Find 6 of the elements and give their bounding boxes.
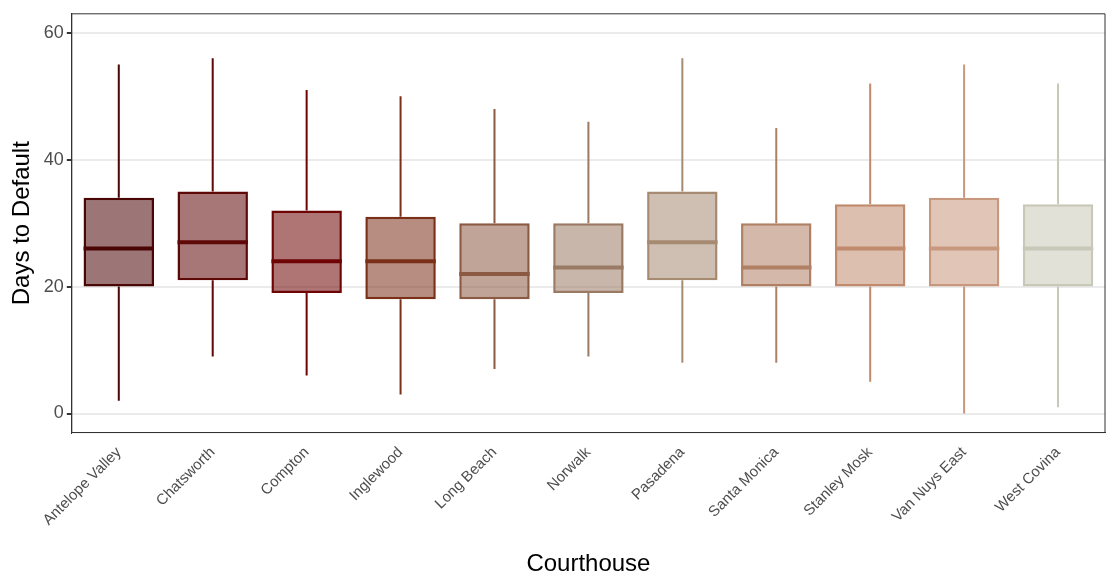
x-axis-title: Courthouse bbox=[526, 549, 651, 577]
y-tick-label: 20 bbox=[43, 275, 64, 296]
y-tick-label: 40 bbox=[43, 148, 64, 169]
y-axis-title: Days to Default bbox=[7, 140, 35, 306]
y-tick-label: 0 bbox=[53, 402, 64, 423]
y-tick-label: 60 bbox=[43, 21, 64, 42]
